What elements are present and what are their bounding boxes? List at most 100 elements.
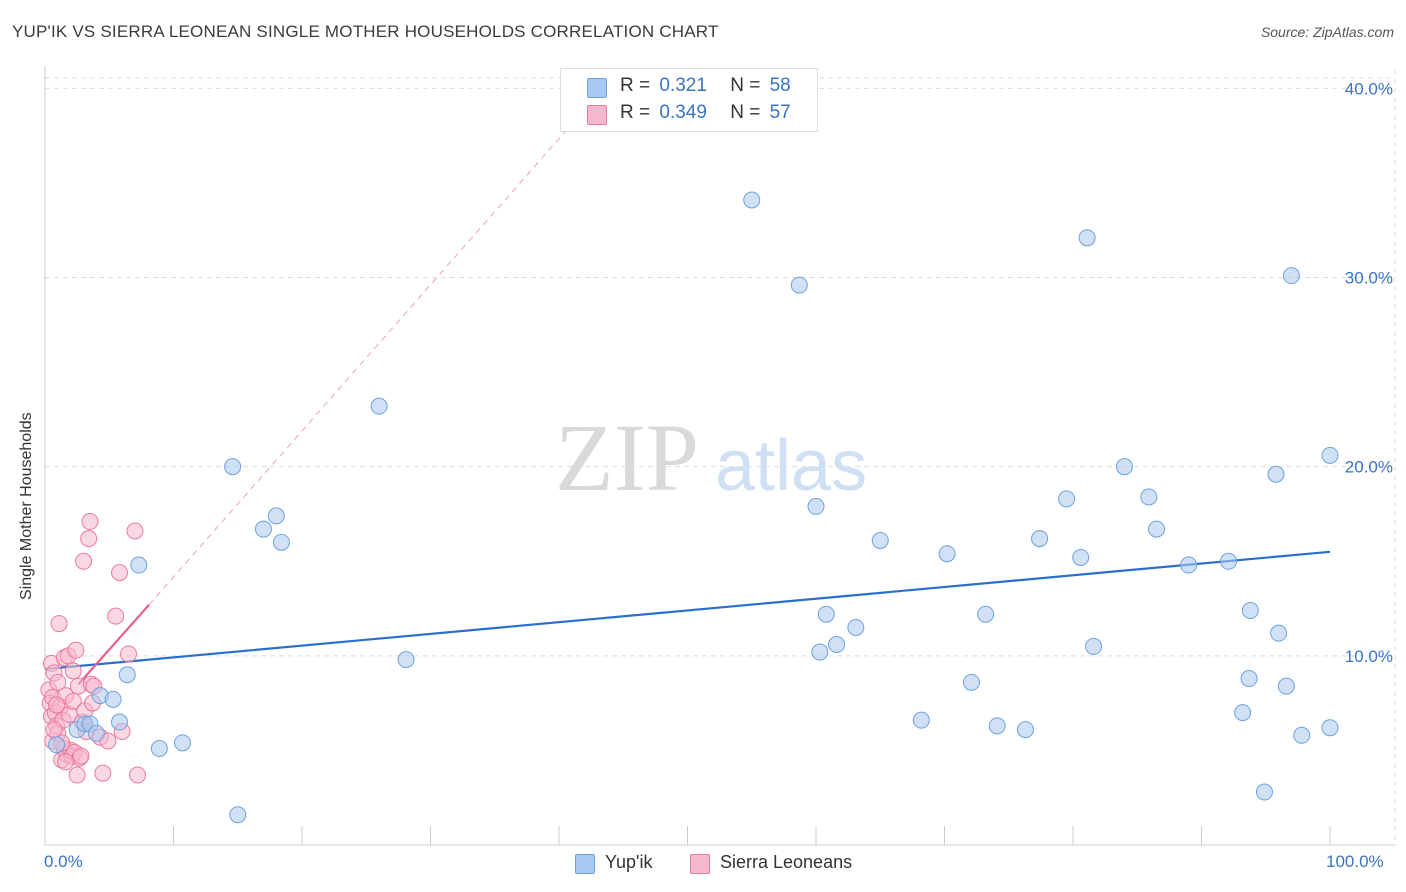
point-sierra-leoneans xyxy=(64,662,82,680)
point-yupik xyxy=(912,711,930,729)
legend-r-label: R = xyxy=(620,102,651,123)
point-yupik xyxy=(1293,726,1311,744)
point-yupik xyxy=(1270,624,1288,642)
x-tick-label-max: 100.0% xyxy=(1326,852,1384,871)
point-yupik xyxy=(1072,548,1090,566)
point-yupik xyxy=(1058,490,1076,508)
point-yupik xyxy=(938,545,956,563)
y-tick-label: 10.0% xyxy=(1345,647,1393,666)
legend-r-value: 0.321 xyxy=(659,75,707,96)
point-yupik xyxy=(254,520,272,538)
point-yupik xyxy=(397,651,415,669)
point-yupik xyxy=(272,533,290,551)
point-yupik xyxy=(1148,520,1166,538)
point-yupik xyxy=(111,713,129,731)
point-sierra-leoneans xyxy=(129,766,147,784)
legend-n-value: 57 xyxy=(769,102,791,123)
point-yupik xyxy=(1078,229,1096,247)
point-sierra-leoneans xyxy=(48,696,66,714)
legend-r-label: R = xyxy=(620,75,651,96)
point-sierra-leoneans xyxy=(72,747,90,765)
legend-n-label: N = xyxy=(730,102,761,123)
point-yupik xyxy=(173,734,191,752)
bottom-legend-label-yupik: Yup'ik xyxy=(605,852,653,872)
point-yupik xyxy=(1240,670,1258,688)
point-yupik xyxy=(104,690,122,708)
point-sierra-leoneans xyxy=(120,645,138,663)
grid-lines xyxy=(45,70,1396,845)
point-yupik xyxy=(1321,719,1339,737)
point-sierra-leoneans xyxy=(68,766,86,784)
point-yupik xyxy=(817,605,835,623)
point-yupik xyxy=(807,497,825,515)
point-yupik xyxy=(224,458,242,476)
point-sierra-leoneans xyxy=(81,513,99,531)
bottom-legend-swatch-yupik xyxy=(575,854,595,874)
point-sierra-leoneans xyxy=(80,530,98,548)
point-yupik xyxy=(871,531,889,549)
legend-n-value: 58 xyxy=(769,75,791,96)
chart-source: Source: ZipAtlas.com xyxy=(1260,24,1394,40)
point-yupik xyxy=(1255,783,1273,801)
point-sierra-leoneans xyxy=(49,673,67,691)
point-yupik xyxy=(118,666,136,684)
watermark: ZIP atlas xyxy=(555,404,867,511)
point-yupik xyxy=(743,191,761,209)
point-yupik xyxy=(790,276,808,294)
point-sierra-leoneans xyxy=(126,522,144,540)
yupik-points xyxy=(48,191,1339,824)
point-yupik xyxy=(229,806,247,824)
point-sierra-leoneans xyxy=(111,564,129,582)
point-yupik xyxy=(87,724,105,742)
point-sierra-leoneans xyxy=(75,552,93,570)
point-sierra-leoneans xyxy=(45,721,63,739)
point-yupik xyxy=(1321,446,1339,464)
y-tick-label: 30.0% xyxy=(1345,269,1393,288)
legend: R = 0.321 N = 58 R = 0.349 N = 57 xyxy=(560,68,818,132)
trend-line-sierra-leoneans xyxy=(77,604,150,685)
point-sierra-leoneans xyxy=(94,764,112,782)
point-yupik xyxy=(1180,556,1198,574)
point-yupik xyxy=(847,618,865,636)
x-tick-label-min: 0.0% xyxy=(44,852,83,871)
point-yupik xyxy=(1085,637,1103,655)
legend-n-label: N = xyxy=(730,75,761,96)
point-sierra-leoneans xyxy=(107,607,125,625)
point-yupik xyxy=(988,717,1006,735)
point-sierra-leoneans xyxy=(64,692,82,710)
point-yupik xyxy=(1140,488,1158,506)
point-yupik xyxy=(150,740,168,758)
point-yupik xyxy=(962,673,980,691)
bottom-legend-swatch-sierra-leoneans xyxy=(690,854,710,874)
watermark-atlas: atlas xyxy=(715,426,867,506)
point-sierra-leoneans xyxy=(67,641,85,659)
point-yupik xyxy=(1277,677,1295,695)
y-tick-label: 20.0% xyxy=(1345,458,1393,477)
point-yupik xyxy=(1115,458,1133,476)
legend-swatch-sierra-leoneans xyxy=(587,105,607,125)
legend-swatch-yupik xyxy=(587,78,607,98)
y-tick-labels: 10.0% 20.0% 30.0% 40.0% xyxy=(1345,79,1393,665)
point-yupik xyxy=(1241,601,1259,619)
point-yupik xyxy=(977,605,995,623)
point-yupik xyxy=(1282,267,1300,285)
watermark-zip: ZIP xyxy=(555,404,699,511)
y-axis-title: Single Mother Households xyxy=(18,412,35,600)
chart-title: YUP'IK VS SIERRA LEONEAN SINGLE MOTHER H… xyxy=(12,22,719,41)
trend-line-yupik xyxy=(44,550,1331,671)
point-yupik xyxy=(828,635,846,653)
point-yupik xyxy=(130,556,148,574)
legend-r-value: 0.349 xyxy=(659,102,707,123)
y-tick-label: 40.0% xyxy=(1345,79,1393,98)
point-yupik xyxy=(370,397,388,415)
point-yupik xyxy=(1234,704,1252,722)
point-yupik xyxy=(1219,552,1237,570)
point-sierra-leoneans xyxy=(50,615,68,633)
bottom-legend-label-sierra-leoneans: Sierra Leoneans xyxy=(720,852,853,872)
point-yupik xyxy=(811,643,829,661)
point-yupik xyxy=(1267,465,1285,483)
point-yupik xyxy=(1031,530,1049,548)
point-sierra-leoneans xyxy=(57,753,75,771)
trend-lines xyxy=(44,116,1331,685)
